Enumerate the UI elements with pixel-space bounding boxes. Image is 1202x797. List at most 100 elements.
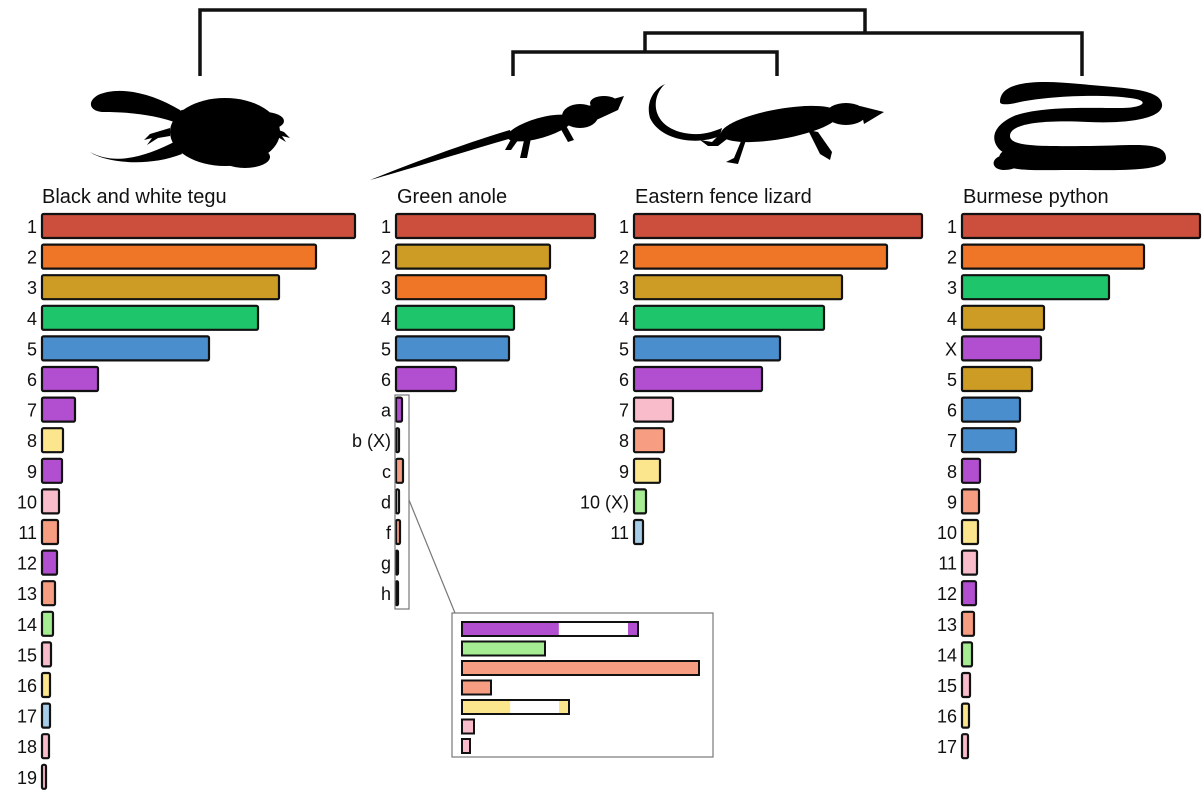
chromosome-bar-5	[632, 335, 782, 362]
chromosome-label: 3	[381, 278, 391, 298]
chromosome-label: 6	[947, 401, 957, 421]
chromosome-bar-3	[40, 274, 281, 301]
species-title-fence-lizard: Eastern fence lizard	[635, 186, 812, 208]
chromosome-label: 5	[27, 339, 37, 359]
chromosome-label: 5	[619, 339, 629, 359]
chromosome-label: 8	[619, 431, 629, 451]
species-title-tegu: Black and white tegu	[42, 186, 227, 208]
chromosome-bar-17	[40, 702, 52, 729]
chromosome-label: 4	[947, 309, 957, 329]
chromosome-label: 7	[27, 401, 37, 421]
chromosome-label: 19	[17, 768, 37, 788]
chromosome-bar-4	[632, 304, 826, 331]
chromosome-bar-2	[40, 243, 318, 270]
chromosome-bar-9	[40, 457, 64, 484]
chromosome-label: h	[381, 584, 391, 604]
chromosome-label: 6	[381, 370, 391, 390]
chromosome-bar-14	[40, 610, 55, 637]
chromosome-label: 1	[947, 217, 957, 237]
chromosome-bar-10	[960, 518, 980, 546]
chromosome-label: d	[381, 492, 391, 512]
chromosome-bar-3	[960, 274, 1111, 301]
chromosome-label: 11	[610, 523, 629, 543]
inset-bar-fill-g	[462, 719, 474, 734]
chromosome-label: 4	[381, 309, 391, 329]
inset-bar-fill-c	[462, 661, 699, 675]
anole-microchromosome-inset	[394, 394, 714, 758]
chromosome-bar-10-x	[632, 488, 648, 515]
chromosome-bar-2	[960, 243, 1146, 270]
chromosome-label: 9	[27, 462, 37, 482]
chromosome-label: 9	[947, 492, 957, 512]
chromosome-bar-17	[960, 733, 970, 760]
chromosome-bar-b-x	[394, 427, 401, 454]
chromosome-label: 8	[27, 431, 37, 451]
fence-lizard-silhouette	[648, 84, 884, 164]
inset-connector	[408, 499, 456, 614]
chromosome-bar-6	[632, 365, 764, 393]
inset-bar-outline-d	[461, 679, 492, 696]
inset-bar-tip-a	[628, 622, 638, 636]
chromosome-bar-6	[394, 365, 458, 393]
chromosome-label: b (X)	[352, 431, 391, 451]
chromosome-bar-1	[960, 212, 1202, 240]
chromosome-label: 10 (X)	[580, 492, 629, 512]
chromosome-bar-7	[960, 427, 1018, 454]
chromosome-bar-9	[960, 488, 981, 515]
tegu-silhouette	[90, 90, 290, 168]
chromosome-bar-4	[960, 304, 1046, 331]
inset-bar-fill-d	[462, 680, 491, 695]
chromosome-label: 11	[18, 523, 37, 543]
chromosome-label: 7	[619, 401, 629, 421]
chromosome-label: 13	[937, 615, 957, 635]
chromosome-bar-4	[394, 304, 516, 331]
chromosome-bar-11	[960, 549, 979, 576]
chromosome-bar-4	[40, 304, 260, 331]
chromosome-label: 13	[17, 584, 37, 604]
inset-bar-outline-c	[461, 660, 700, 676]
chromosome-label: 15	[17, 645, 37, 665]
chromosome-label: f	[386, 523, 392, 543]
inset-bar-fill-h	[462, 739, 470, 753]
chromosome-label: 4	[619, 309, 629, 329]
chromosome-label: 16	[937, 707, 957, 727]
chromosome-bar-12	[40, 549, 59, 576]
inset-bar-fill-b-x	[462, 641, 545, 656]
chromosome-label: 3	[27, 278, 37, 298]
tree-iguania-branch	[511, 50, 779, 76]
inset-bracket	[394, 394, 410, 610]
chromosome-label: 10	[937, 523, 957, 543]
chromosome-bar-6	[960, 396, 1022, 423]
chromosome-bar-15	[960, 671, 972, 699]
chromosome-label: 1	[619, 217, 629, 237]
inset-bar-outline-b-x	[461, 640, 546, 657]
chromosome-bar-16	[40, 671, 52, 699]
chromosome-bar-18	[40, 733, 51, 760]
chromosome-label: a	[381, 401, 392, 421]
inset-bar-outline-h	[461, 738, 471, 754]
chromosome-label: 8	[947, 462, 957, 482]
chromosome-bar-2	[394, 243, 552, 270]
chromosome-bar-1	[632, 212, 924, 240]
karyotype-fence-lizard: 1 2 3 4 5 6 7 8 9 10 (X) 11	[580, 212, 924, 546]
inset-bar-fill-a	[462, 622, 559, 636]
chromosome-bar-x	[960, 335, 1043, 362]
chromosome-bar-19	[40, 763, 48, 790]
chromosome-bar-9	[632, 457, 662, 484]
chromosome-label: 14	[17, 615, 37, 635]
chromosome-bar-12	[960, 580, 978, 607]
chromosome-bar-f	[394, 518, 402, 546]
species-title-python: Burmese python	[963, 186, 1109, 208]
inset-frame	[451, 612, 714, 758]
inset-bar-outline-f	[461, 699, 570, 715]
chromosome-bar-11	[632, 518, 645, 546]
chromosome-label: 4	[27, 309, 37, 329]
python-silhouette	[993, 81, 1166, 171]
chromosome-label: 16	[17, 676, 37, 696]
inset-bar-outline-a	[461, 621, 639, 637]
chromosome-label: 5	[947, 370, 957, 390]
chromosome-label: 1	[381, 217, 391, 237]
